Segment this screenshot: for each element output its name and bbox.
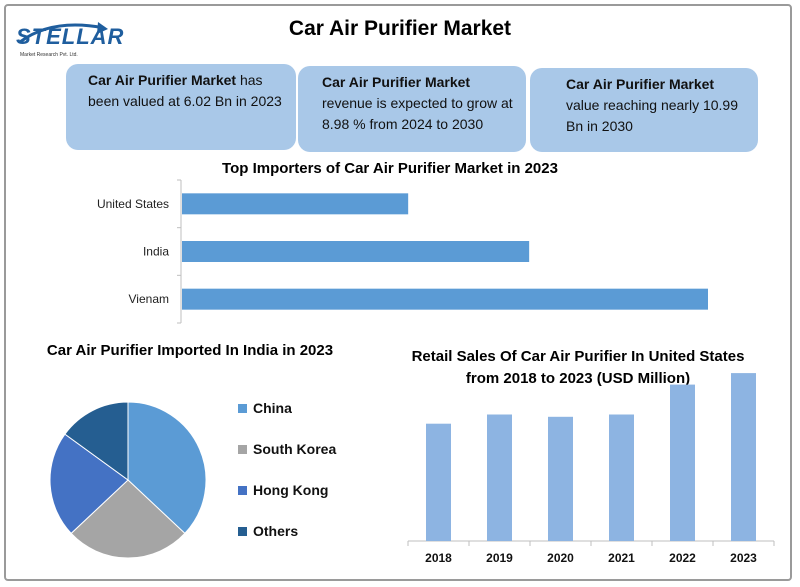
legend-item: China [238, 400, 378, 418]
stat-box-text: has been valued at 6.02 Bn in 2023 [88, 72, 282, 109]
legend-swatch [238, 445, 247, 454]
page-title: Car Air Purifier Market [288, 17, 512, 40]
legend-label: South Korea [253, 441, 337, 457]
logo-tagline: Market Research Pvt. Ltd. [20, 52, 78, 58]
retail-sales-chart-title: Retail Sales Of Car Air Purifier In Unit… [411, 348, 745, 387]
page-frame [4, 4, 792, 581]
legend-label: Others [253, 523, 299, 539]
legend-swatch [238, 527, 247, 536]
legend-item: Hong Kong [238, 482, 378, 500]
legend-item: South Korea [238, 441, 378, 459]
importers-chart-title: Top Importers of Car Air Purifier Market… [222, 160, 558, 177]
stat-box-bold: Car Air Purifier Market [88, 72, 237, 88]
legend-swatch [238, 486, 247, 495]
legend-swatch [238, 404, 247, 413]
logo-swoosh-icon [19, 22, 108, 44]
stat-box-bold: Car Air Purifier Market [322, 74, 471, 90]
company-logo: STELLAR Market Research Pvt. Ltd. [12, 14, 123, 62]
legend-label: China [253, 400, 292, 416]
stat-box-text: revenue is expected to grow at 8.98 % fr… [322, 95, 513, 132]
stat-box-text: value reaching nearly 10.99 Bn in 2030 [566, 97, 739, 134]
stat-box-valuation: Car Air Purifier Market has been valued … [66, 64, 296, 150]
stat-box-forecast: Car Air Purifier Market value reaching ne… [530, 68, 758, 152]
legend-item: Others [238, 523, 378, 541]
legend-label: Hong Kong [253, 482, 329, 498]
india-imports-chart-title: Car Air Purifier Imported In India in 20… [46, 342, 334, 359]
stat-box-growth: Car Air Purifier Market revenue is expect… [298, 66, 526, 152]
stat-box-bold: Car Air Purifier Market [566, 76, 715, 92]
logo-wordmark: STELLAR [16, 24, 125, 49]
